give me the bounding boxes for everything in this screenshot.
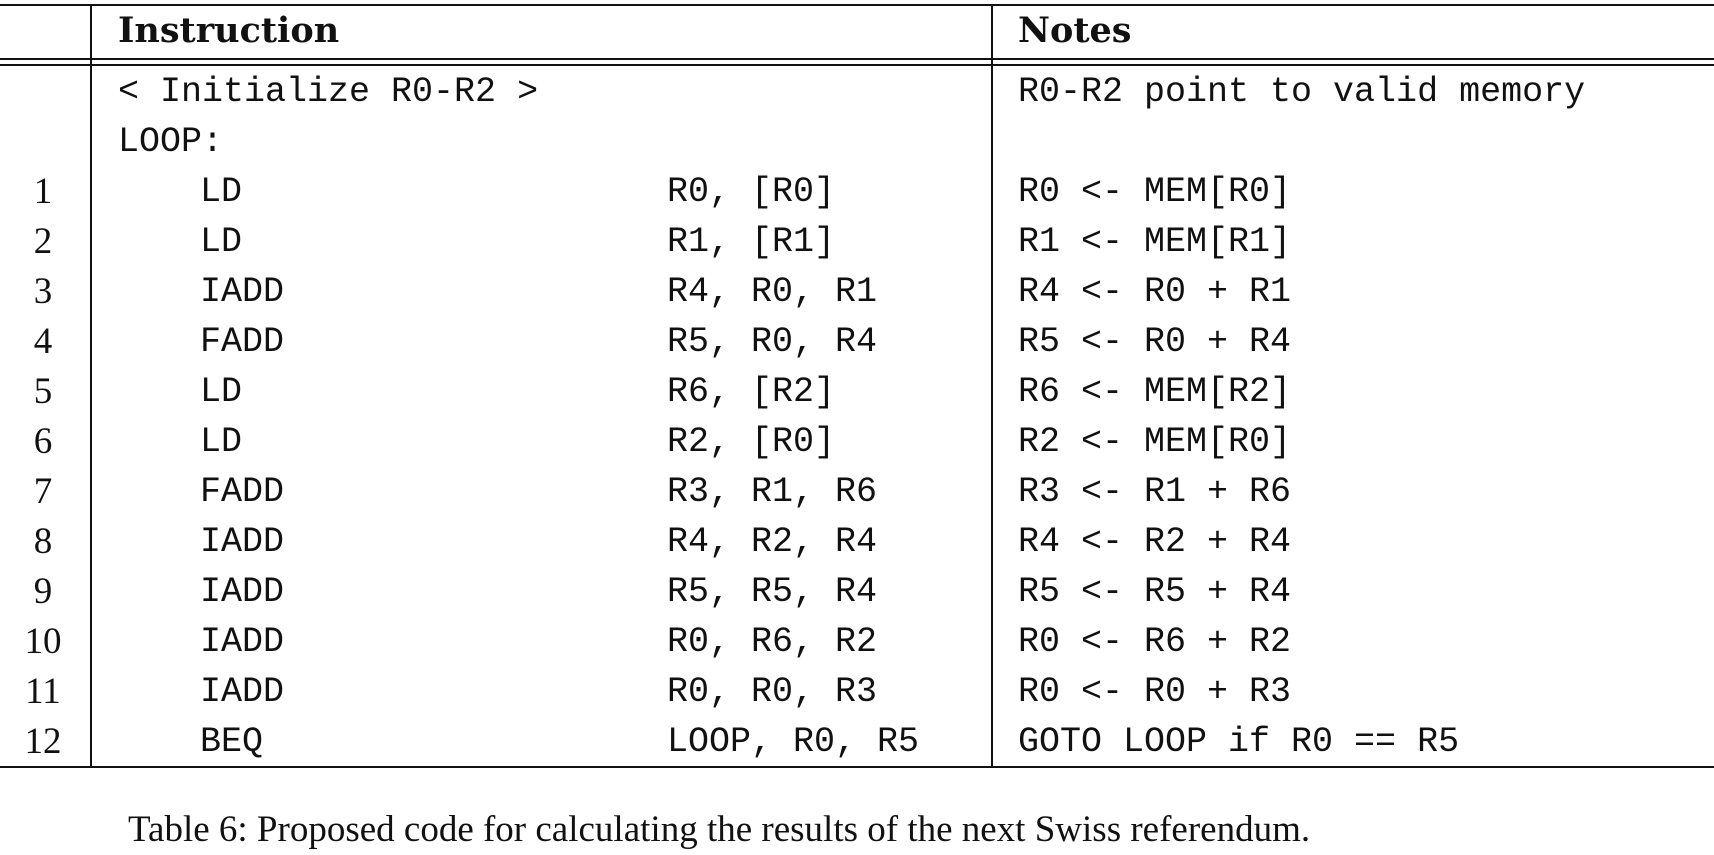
table-row: 10 IADD R0, R6, R2 R0 <- R6 + R2 [0,617,1714,667]
table-header-row: Instruction Notes [0,6,1714,58]
row-note: R6 <- MEM[R2] [1018,367,1291,417]
row-number: 11 [0,667,86,717]
table-row: 7 FADD R3, R1, R6 R3 <- R1 + R6 [0,467,1714,517]
table-row-init: < Initialize R0-R2 > R0-R2 point to vali… [0,67,1714,117]
row-number: 2 [0,217,86,267]
row-operands: R3, R1, R6 [667,467,877,517]
row-opcode: IADD [200,667,284,717]
row-operands: R6, [R2] [667,367,835,417]
header-double-rule-1 [0,58,1714,60]
row-operands: R0, [R0] [667,167,835,217]
row-number: 12 [0,717,86,767]
table-bottom-rule [0,766,1714,768]
row-note: R4 <- R2 + R4 [1018,517,1291,567]
loop-label: LOOP: [118,117,223,167]
row-number: 8 [0,517,86,567]
row-opcode: LD [200,217,242,267]
row-opcode: LD [200,367,242,417]
row-opcode: IADD [200,267,284,317]
row-operands: R1, [R1] [667,217,835,267]
table-row: 6 LD R2, [R0] R2 <- MEM[R0] [0,417,1714,467]
table-row: 11 IADD R0, R0, R3 R0 <- R0 + R3 [0,667,1714,717]
row-number: 6 [0,417,86,467]
row-operands: R0, R0, R3 [667,667,877,717]
table-row: 9 IADD R5, R5, R4 R5 <- R5 + R4 [0,567,1714,617]
row-note: GOTO LOOP if R0 == R5 [1018,717,1459,767]
row-note: R5 <- R5 + R4 [1018,567,1291,617]
row-number: 3 [0,267,86,317]
row-opcode: LD [200,167,242,217]
header-notes: Notes [1018,6,1131,58]
row-operands: R2, [R0] [667,417,835,467]
header-instruction: Instruction [118,6,339,58]
row-number: 7 [0,467,86,517]
table-row: 2 LD R1, [R1] R1 <- MEM[R1] [0,217,1714,267]
row-note: R5 <- R0 + R4 [1018,317,1291,367]
row-note: R0 <- R6 + R2 [1018,617,1291,667]
row-operands: R5, R0, R4 [667,317,877,367]
row-number: 10 [0,617,86,667]
row-note: R1 <- MEM[R1] [1018,217,1291,267]
row-operands: LOOP, R0, R5 [667,717,919,767]
row-operands: R0, R6, R2 [667,617,877,667]
row-note: R3 <- R1 + R6 [1018,467,1291,517]
table-row: 5 LD R6, [R2] R6 <- MEM[R2] [0,367,1714,417]
row-note: R4 <- R0 + R1 [1018,267,1291,317]
table-row: 4 FADD R5, R0, R4 R5 <- R0 + R4 [0,317,1714,367]
table-row: 8 IADD R4, R2, R4 R4 <- R2 + R4 [0,517,1714,567]
row-operands: R4, R0, R1 [667,267,877,317]
row-opcode: LD [200,417,242,467]
row-opcode: IADD [200,617,284,667]
row-opcode: FADD [200,317,284,367]
row-note: R2 <- MEM[R0] [1018,417,1291,467]
row-number: 5 [0,367,86,417]
row-note: R0 <- MEM[R0] [1018,167,1291,217]
row-opcode: IADD [200,517,284,567]
row-number: 9 [0,567,86,617]
table-caption-text: Table 6: Proposed code for calculating t… [128,805,1310,855]
row-number: 4 [0,317,86,367]
row-operands: R4, R2, R4 [667,517,877,567]
table-row-loop-label: LOOP: [0,117,1714,167]
row-opcode: FADD [200,467,284,517]
row-note: R0 <- R0 + R3 [1018,667,1291,717]
row-number: 1 [0,167,86,217]
row-operands: R5, R5, R4 [667,567,877,617]
init-instruction: < Initialize R0-R2 > [118,67,538,117]
row-opcode: BEQ [200,717,263,767]
header-double-rule-2 [0,64,1714,66]
table-row: 12 BEQ LOOP, R0, R5 GOTO LOOP if R0 == R… [0,717,1714,767]
table-row: 1 LD R0, [R0] R0 <- MEM[R0] [0,167,1714,217]
table-row: 3 IADD R4, R0, R1 R4 <- R0 + R1 [0,267,1714,317]
init-note: R0-R2 point to valid memory [1018,67,1585,117]
row-opcode: IADD [200,567,284,617]
